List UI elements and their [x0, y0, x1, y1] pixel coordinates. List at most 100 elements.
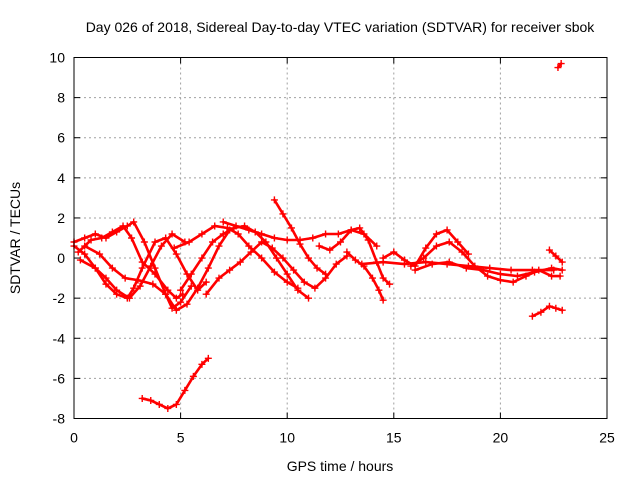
data-point [334, 230, 342, 238]
series-track-17 [545, 246, 566, 266]
x-tick-label: 25 [599, 430, 615, 446]
data-point [379, 254, 387, 262]
data-point [189, 372, 197, 380]
data-point [130, 284, 138, 292]
data-point [379, 296, 387, 304]
data-point [245, 242, 253, 250]
data-point [179, 290, 187, 298]
data-point [138, 258, 146, 266]
data-point [420, 254, 428, 262]
data-point [513, 272, 521, 280]
series-track-16 [411, 258, 566, 280]
data-point [556, 272, 564, 280]
data-point [309, 234, 317, 242]
data-point [432, 230, 440, 238]
x-tick-label: 0 [70, 430, 78, 446]
y-tick-label: 0 [57, 250, 65, 266]
data-point [130, 218, 138, 226]
x-tick-label: 15 [386, 430, 402, 446]
series-line [345, 250, 385, 302]
plot-frame [73, 57, 608, 419]
data-point [268, 244, 276, 252]
data-point [422, 244, 430, 252]
data-point [464, 250, 472, 258]
data-point [76, 256, 84, 264]
data-point [358, 260, 366, 268]
y-tick-label: 8 [57, 90, 65, 106]
chart-title: Day 026 of 2018, Sidereal Day-to-day VTE… [86, 19, 596, 35]
data-point [445, 258, 453, 266]
series-track-3 [74, 222, 187, 302]
data-point [390, 248, 398, 256]
data-point [322, 270, 330, 278]
data-point [149, 280, 157, 288]
data-point [496, 276, 504, 284]
series-track-20 [554, 60, 565, 72]
data-point [113, 286, 121, 294]
y-tick-label: 10 [49, 50, 65, 66]
data-point [507, 266, 515, 274]
data-point [215, 274, 223, 282]
data-point [283, 236, 291, 244]
data-point [168, 230, 176, 238]
data-point [484, 272, 492, 280]
axis-ticks: 0 5 10 15 20 25 -8 -6 -4 -2 0 2 4 6 8 10 [49, 50, 615, 446]
data-point [172, 250, 180, 258]
data-point [311, 284, 319, 292]
data-point [102, 274, 110, 282]
data-point [108, 228, 116, 236]
data-point [232, 222, 240, 230]
data-point [236, 258, 244, 266]
data-point [219, 230, 227, 238]
data-point [496, 270, 504, 278]
x-tick-label: 10 [279, 430, 295, 446]
data-point [119, 222, 127, 230]
data-point [125, 294, 133, 302]
series-line [204, 240, 349, 296]
y-tick-label: 4 [57, 170, 65, 186]
data-point [147, 262, 155, 270]
data-point [400, 256, 408, 264]
data-point [279, 210, 287, 218]
data-point [91, 264, 99, 272]
data-point [181, 386, 189, 394]
data-point [198, 230, 206, 238]
data-point [81, 242, 89, 250]
data-point [326, 246, 334, 254]
data-point [294, 286, 302, 294]
data-point [198, 360, 206, 368]
series-track-5 [81, 226, 234, 314]
data-point [537, 308, 545, 316]
data-point [428, 260, 436, 268]
data-point [462, 264, 470, 272]
data-point [422, 258, 430, 266]
data-point [234, 230, 242, 238]
data-point [548, 264, 556, 272]
data-point [177, 286, 185, 294]
y-tick-label: 6 [57, 130, 65, 146]
series-track-10 [270, 196, 330, 278]
data-point [296, 240, 304, 248]
data-point [204, 264, 212, 272]
data-point [545, 302, 553, 310]
data-point [270, 196, 278, 204]
data-point [458, 248, 466, 256]
data-point [74, 248, 82, 256]
data-point [479, 266, 487, 274]
data-point [548, 272, 556, 280]
data-point [356, 224, 364, 232]
data-point [187, 270, 195, 278]
data-point [136, 282, 144, 290]
data-point [270, 234, 278, 242]
data-point [545, 246, 553, 254]
y-axis-title: SDTVAR / TECUs [7, 182, 23, 294]
data-point [305, 254, 313, 262]
x-axis-title: GPS time / hours [287, 458, 394, 474]
data-point [368, 274, 376, 282]
data-point [162, 290, 170, 298]
data-point [138, 264, 146, 272]
data-point [202, 278, 210, 286]
data-point [226, 266, 234, 274]
data-point [247, 248, 255, 256]
